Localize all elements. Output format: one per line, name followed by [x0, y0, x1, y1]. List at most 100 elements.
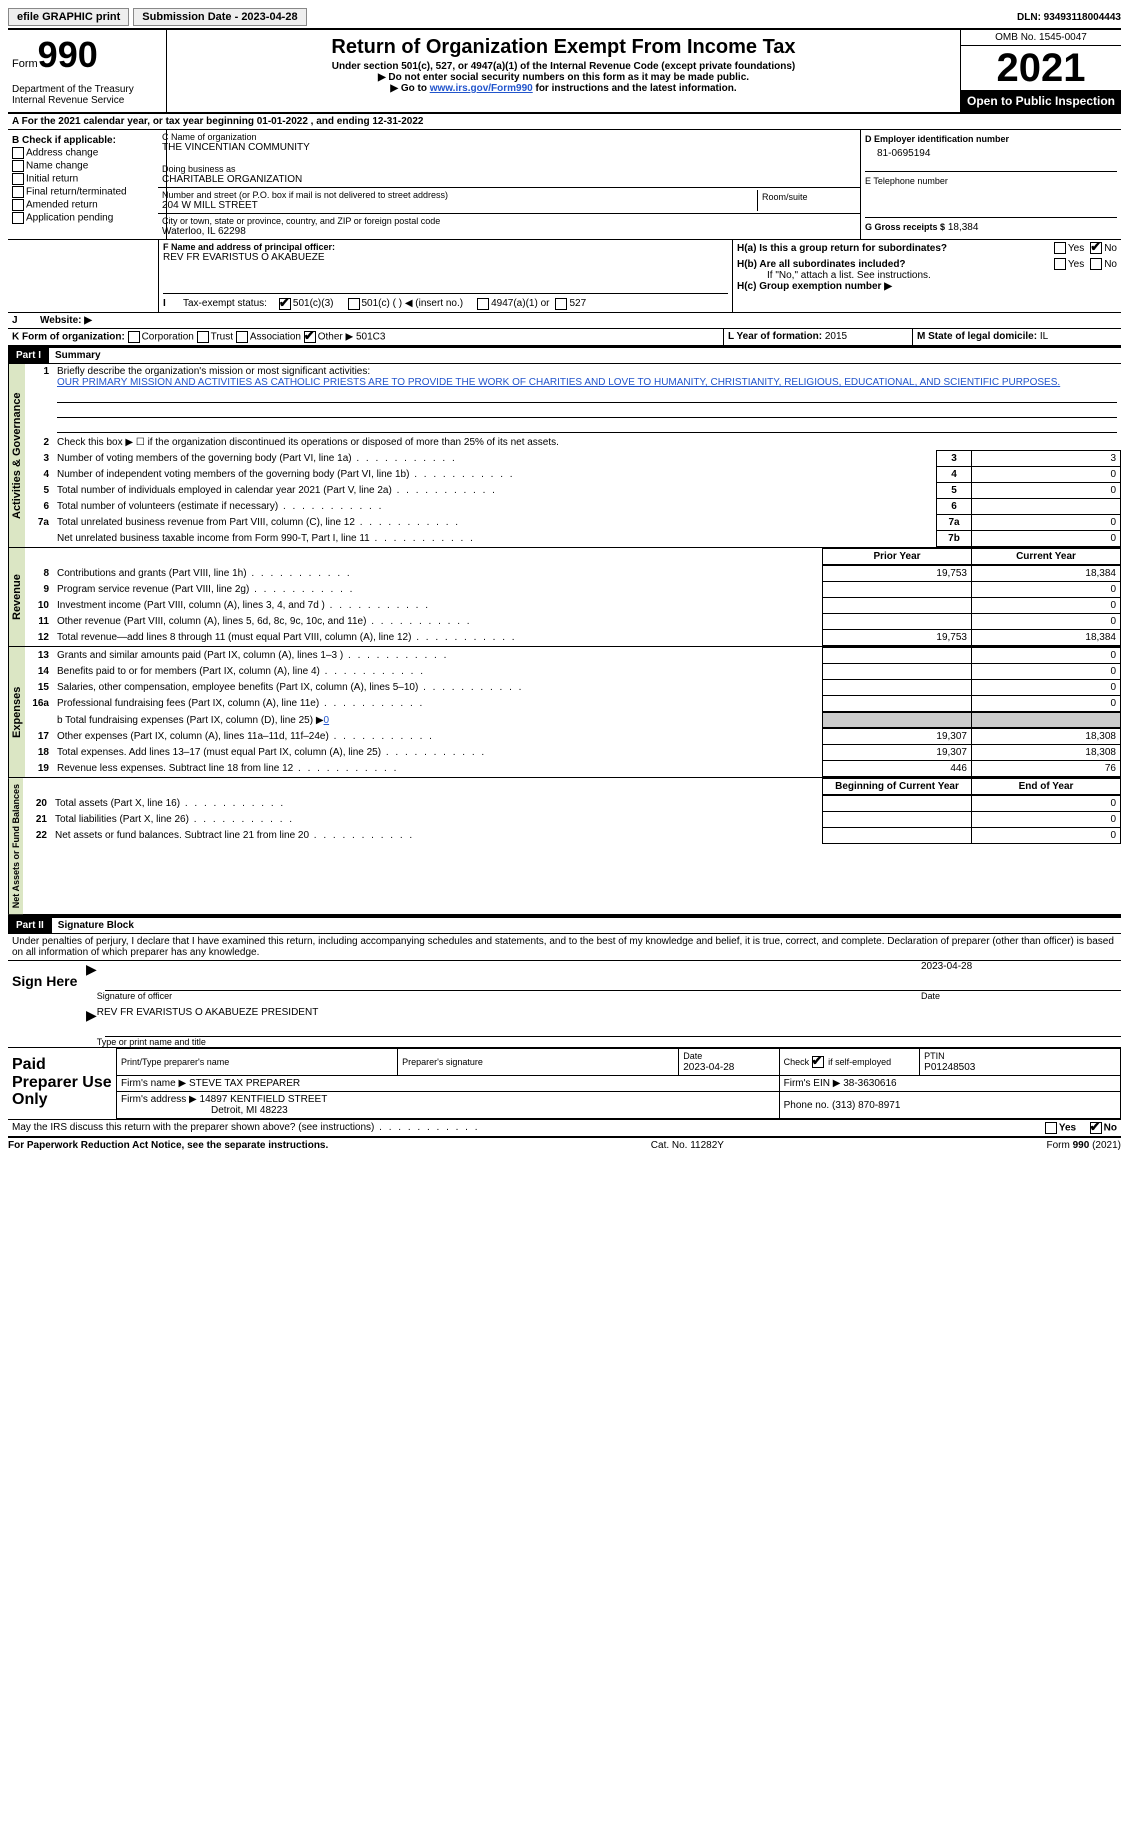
- part1-title: Summary: [49, 348, 107, 363]
- tab-netassets: Net Assets or Fund Balances: [8, 778, 23, 914]
- tab-expenses: Expenses: [8, 647, 25, 777]
- entity-info-grid: B Check if applicable: Address change Na…: [8, 130, 1121, 240]
- c-name-label: C Name of organization: [162, 132, 856, 142]
- j-label: Website: ▶: [36, 313, 96, 328]
- col-end: End of Year: [972, 779, 1121, 795]
- hb-label: H(b) Are all subordinates included?: [737, 259, 906, 270]
- self-employed-checkbox[interactable]: [812, 1056, 824, 1068]
- k-corp-checkbox[interactable]: [128, 331, 140, 343]
- line16b-value: 0: [324, 715, 330, 726]
- firm-phone: (313) 870-8971: [832, 1100, 900, 1111]
- form-header: Form990 Department of the Treasury Inter…: [8, 30, 1121, 114]
- b-opt: Final return/terminated: [26, 187, 127, 198]
- firm-addr2: Detroit, MI 48223: [121, 1105, 288, 1116]
- i-opt: 501(c)(3): [293, 298, 334, 310]
- line16b-label: b Total fundraising expenses (Part IX, c…: [57, 715, 324, 726]
- ein-value: 81-0695194: [865, 144, 1117, 171]
- col-current: Current Year: [972, 549, 1121, 565]
- m-label: M State of legal domicile:: [917, 331, 1037, 342]
- paid-prep-label: Paid Preparer Use Only: [8, 1048, 116, 1119]
- officer-name: REV FR EVARISTUS O AKABUEZE PRESIDENT: [97, 1007, 1121, 1018]
- amended-return-checkbox[interactable]: [12, 199, 24, 211]
- initial-return-checkbox[interactable]: [12, 173, 24, 185]
- line-row: 5Total number of individuals employed in…: [25, 483, 1121, 499]
- 527-checkbox[interactable]: [555, 298, 567, 310]
- line-row: 20Total assets (Part X, line 16)0: [23, 796, 1121, 812]
- k-trust-checkbox[interactable]: [197, 331, 209, 343]
- name-change-checkbox[interactable]: [12, 160, 24, 172]
- tax-year: 2021: [961, 46, 1121, 90]
- date-label: Date: [921, 991, 1121, 1001]
- line-row: 10Investment income (Part VIII, column (…: [25, 598, 1121, 614]
- k-assoc-checkbox[interactable]: [236, 331, 248, 343]
- b-opt: Name change: [26, 161, 88, 172]
- line-row: 17Other expenses (Part IX, column (A), l…: [25, 729, 1121, 745]
- irs-link[interactable]: www.irs.gov/Form990: [430, 83, 533, 94]
- tab-activities: Activities & Governance: [8, 364, 25, 547]
- line-row: 4Number of independent voting members of…: [25, 467, 1121, 483]
- hb-no-checkbox[interactable]: [1090, 258, 1102, 270]
- section-j: J Website: ▶: [8, 313, 1121, 329]
- b-opt: Amended return: [26, 200, 98, 211]
- type-name-label: Type or print name and title: [97, 1037, 1121, 1047]
- gross-receipts: 18,384: [948, 222, 979, 233]
- firm-name-label: Firm's name ▶: [121, 1078, 186, 1089]
- self-employed-check: Check if self-employed: [784, 1057, 892, 1067]
- section-b: B Check if applicable: Address change Na…: [8, 130, 167, 239]
- j-letter: J: [8, 313, 36, 328]
- room-label: Room/suite: [762, 192, 852, 202]
- address-change-checkbox[interactable]: [12, 147, 24, 159]
- b-label: B Check if applicable:: [12, 135, 162, 146]
- b-opt: Application pending: [26, 213, 113, 224]
- k-label: K Form of organization:: [12, 332, 125, 343]
- i-label: Tax-exempt status:: [183, 298, 267, 310]
- form-number: Form990: [12, 34, 162, 76]
- org-name: THE VINCENTIAN COMMUNITY: [162, 142, 856, 153]
- ha-yes-checkbox[interactable]: [1054, 242, 1066, 254]
- cat-no: Cat. No. 11282Y: [651, 1140, 724, 1151]
- sig-date: 2023-04-28: [921, 961, 1121, 972]
- 501c-checkbox[interactable]: [348, 298, 360, 310]
- yes-label: Yes: [1068, 259, 1084, 270]
- no-label: No: [1104, 259, 1117, 270]
- omb-number: OMB No. 1545-0047: [961, 30, 1121, 46]
- 4947-checkbox[interactable]: [477, 298, 489, 310]
- efile-print-button[interactable]: efile GRAPHIC print: [8, 8, 129, 26]
- k-opt: Association: [250, 332, 301, 343]
- subtitle-3: ▶ Go to www.irs.gov/Form990 for instruct…: [175, 83, 952, 94]
- prep-date: 2023-04-28: [683, 1062, 734, 1073]
- street-value: 204 W MILL STREET: [162, 200, 757, 211]
- 501c3-checkbox[interactable]: [279, 298, 291, 310]
- l-label: L Year of formation:: [728, 331, 822, 342]
- k-opt: Trust: [211, 332, 233, 343]
- part1-hdr: Part I: [8, 348, 49, 363]
- final-return-checkbox[interactable]: [12, 186, 24, 198]
- ptin-value: P01248503: [924, 1062, 975, 1073]
- i-opt: 527: [569, 298, 586, 310]
- prep-date-label: Date: [683, 1051, 702, 1061]
- ha-label: H(a) Is this a group return for subordin…: [737, 243, 947, 254]
- b-opt: Initial return: [26, 174, 78, 185]
- line-row: 16aProfessional fundraising fees (Part I…: [25, 696, 1121, 712]
- discuss-no-checkbox[interactable]: [1090, 1122, 1102, 1134]
- paid-preparer-row: Paid Preparer Use Only Print/Type prepar…: [8, 1048, 1121, 1120]
- ha-no-checkbox[interactable]: [1090, 242, 1102, 254]
- discuss-text: May the IRS discuss this return with the…: [12, 1122, 374, 1133]
- part1-header: Part I Summary: [8, 346, 1121, 364]
- m-value: IL: [1040, 331, 1048, 342]
- sign-here-row: Sign Here ▶ 2023-04-28 Signature of offi…: [8, 961, 1121, 1048]
- firm-addr1: 14897 KENTFIELD STREET: [200, 1094, 328, 1105]
- pra-notice: For Paperwork Reduction Act Notice, see …: [8, 1140, 328, 1151]
- line-row: 22Net assets or fund balances. Subtract …: [23, 828, 1121, 844]
- subtitle-2: ▶ Do not enter social security numbers o…: [175, 72, 952, 83]
- top-bar: efile GRAPHIC print Submission Date - 20…: [8, 8, 1121, 30]
- application-pending-checkbox[interactable]: [12, 212, 24, 224]
- part2-title: Signature Block: [52, 918, 140, 933]
- f-label: F Name and address of principal officer:: [163, 242, 728, 252]
- k-other-checkbox[interactable]: [304, 331, 316, 343]
- form-footer: Form 990 (2021): [1047, 1140, 1121, 1151]
- hb-yes-checkbox[interactable]: [1054, 258, 1066, 270]
- submission-date-button[interactable]: Submission Date - 2023-04-28: [133, 8, 306, 26]
- no-label: No: [1104, 1123, 1117, 1134]
- discuss-yes-checkbox[interactable]: [1045, 1122, 1057, 1134]
